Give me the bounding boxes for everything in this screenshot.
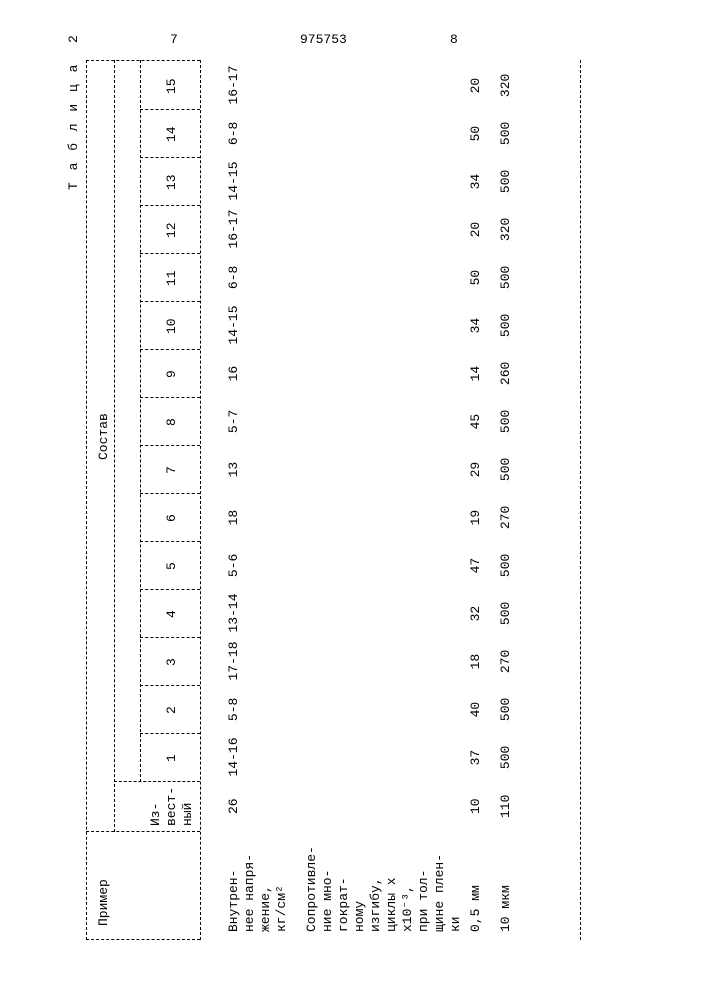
cell: 270 — [498, 506, 513, 529]
cell: 270 — [498, 650, 513, 673]
row-label-line: Сопротивле- — [304, 846, 319, 932]
row-label-line: гократ- — [336, 877, 351, 932]
cell: 20 — [468, 222, 483, 238]
row-label-line: нее напря- — [242, 854, 257, 932]
col-izvestnyj-2: ный — [180, 803, 195, 826]
rule-under-headers — [200, 60, 201, 940]
cell: 320 — [498, 218, 513, 241]
cell: 18 — [468, 654, 483, 670]
col-header: 5 — [164, 562, 179, 570]
cell: 500 — [498, 746, 513, 769]
cell: 500 — [498, 698, 513, 721]
row-label-line: ки — [448, 916, 463, 932]
cell: 17-18 — [226, 641, 241, 680]
col-header: 6 — [164, 514, 179, 522]
row-label-line: изгибу, — [368, 877, 383, 932]
cell: 260 — [498, 362, 513, 385]
cell: 50 — [468, 270, 483, 286]
row-label-line: ному — [352, 901, 367, 932]
row-label-line: Внутрен- — [226, 870, 241, 932]
col-izvestnyj-1: вест- — [164, 787, 179, 826]
cell: 6-8 — [226, 122, 241, 145]
cell: 5-7 — [226, 410, 241, 433]
cell: 45 — [468, 414, 483, 430]
cell: 29 — [468, 462, 483, 478]
cell: 10 — [468, 798, 483, 814]
cell: 26 — [226, 798, 241, 814]
cell: 320 — [498, 74, 513, 97]
cell: 500 — [498, 602, 513, 625]
row-label-line: ние мно- — [320, 870, 335, 932]
cell: 37 — [468, 750, 483, 766]
col-header: 3 — [164, 658, 179, 666]
cell: 13-14 — [226, 593, 241, 632]
row-label-line: 10 мкм — [498, 885, 513, 932]
cell: 20 — [468, 78, 483, 94]
cell: 40 — [468, 702, 483, 718]
row-label-line: щине плен- — [432, 854, 447, 932]
cell: 16-17 — [226, 209, 241, 248]
cell: 500 — [498, 410, 513, 433]
row-label-line: циклы х — [384, 877, 399, 932]
col-header: 8 — [164, 418, 179, 426]
rule-bottom — [580, 60, 581, 940]
cell: 16-17 — [226, 65, 241, 104]
col-header: 2 — [164, 706, 179, 714]
col-header: 14 — [164, 126, 179, 142]
col-header: 11 — [164, 270, 179, 286]
col-header: 10 — [164, 318, 179, 334]
cell: 16 — [226, 366, 241, 382]
cell: 500 — [498, 266, 513, 289]
cell: 500 — [498, 458, 513, 481]
cell: 19 — [468, 510, 483, 526]
cell: 110 — [498, 795, 513, 818]
col-header: 15 — [164, 78, 179, 94]
cell: 14 — [468, 366, 483, 382]
page-number-right: 8 — [450, 32, 458, 47]
cell: 500 — [498, 554, 513, 577]
cell: 14-15 — [226, 161, 241, 200]
doc-number: 975753 — [300, 32, 347, 47]
table-caption: Т а б л и ц а 2 — [66, 33, 81, 190]
cell: 50 — [468, 126, 483, 142]
header-primer: Пример — [96, 879, 111, 926]
cell: 32 — [468, 606, 483, 622]
row-label-line: при тол- — [416, 870, 431, 932]
cell: 500 — [498, 122, 513, 145]
col-header: 7 — [164, 466, 179, 474]
row-label-line: 0,5 мм — [468, 885, 483, 932]
row-label-line: х10⁻³, — [400, 885, 415, 932]
cell: 500 — [498, 170, 513, 193]
row-label-line: кг/см² — [274, 885, 289, 932]
cell: 14-15 — [226, 305, 241, 344]
cell: 47 — [468, 558, 483, 574]
col-header: 4 — [164, 610, 179, 618]
col-izvestnyj-0: Из- — [148, 803, 163, 826]
row-label-line: жение, — [258, 885, 273, 932]
col-header: 1 — [164, 754, 179, 762]
cell: 500 — [498, 314, 513, 337]
cell: 5-6 — [226, 554, 241, 577]
cell: 34 — [468, 318, 483, 334]
col-header: 12 — [164, 222, 179, 238]
cell: 5-8 — [226, 698, 241, 721]
page-number-left: 7 — [170, 32, 178, 47]
col-header: 9 — [164, 370, 179, 378]
cell: 6-8 — [226, 266, 241, 289]
col-header: 13 — [164, 174, 179, 190]
cell: 18 — [226, 510, 241, 526]
header-sostav: Состав — [96, 413, 111, 460]
cell: 34 — [468, 174, 483, 190]
cell: 13 — [226, 462, 241, 478]
cell: 14-16 — [226, 737, 241, 776]
